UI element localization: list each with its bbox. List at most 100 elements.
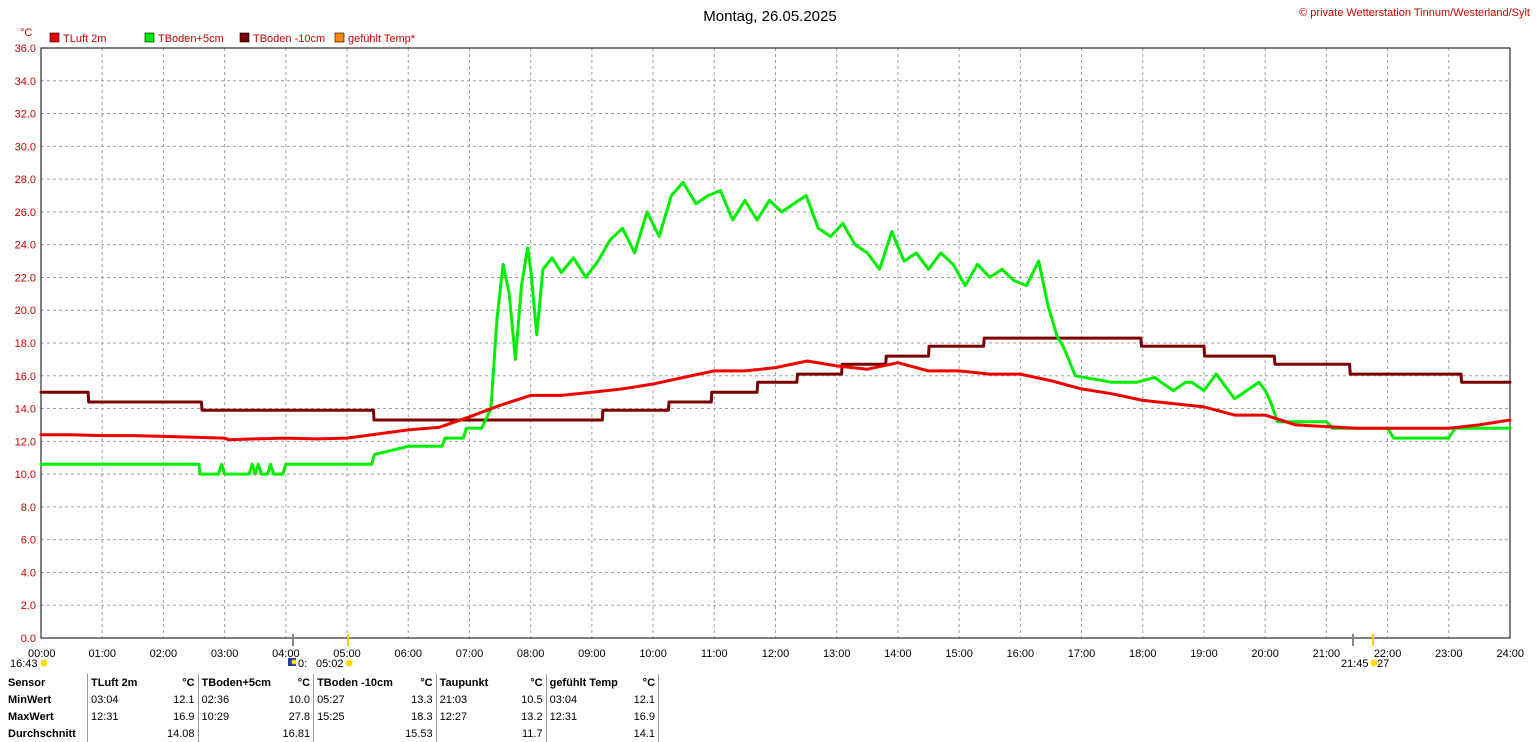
legend-swatch xyxy=(49,32,60,43)
stats-header-tboden10: TBoden -10cm xyxy=(317,676,393,689)
x-tick-label: 04:00 xyxy=(272,648,300,660)
stats-cell: 16.9 xyxy=(630,708,660,725)
x-tick-label: 14:00 xyxy=(884,648,912,660)
stats-cell: 12.1 xyxy=(630,691,660,708)
stats-cell: 16.9 xyxy=(164,708,199,725)
moon-time-fragment: 0: xyxy=(298,658,307,670)
x-tick-label: 10:00 xyxy=(639,648,667,660)
series-line-1 xyxy=(39,180,1512,476)
x-tick-label: 15:00 xyxy=(945,648,973,660)
grid xyxy=(41,48,1510,638)
y-tick-label: 12.0 xyxy=(15,436,36,448)
stats-cell: 03:04 xyxy=(549,693,578,706)
legend-label: TLuft 2m xyxy=(63,33,106,45)
stats-cell: 12:31 xyxy=(549,710,578,723)
sun-events: 16:43 0: 05:02 21:45 27 xyxy=(10,634,1389,670)
stats-row-label: MaxWert xyxy=(5,708,88,725)
x-tick-label: 00:00 xyxy=(28,648,56,660)
y-tick-label: 22.0 xyxy=(15,272,36,284)
legend-label: TBoden+5cm xyxy=(158,33,224,45)
series-lines xyxy=(39,180,1512,476)
stats-header-unit: °C xyxy=(402,674,437,691)
y-tick-label: 6.0 xyxy=(21,535,36,547)
y-tick-label: 4.0 xyxy=(21,567,36,579)
x-tick-label: 03:00 xyxy=(211,648,239,660)
x-tick-label: 17:00 xyxy=(1068,648,1096,660)
y-tick-label: 20.0 xyxy=(15,305,36,317)
copyright-text: © private Wetterstation Tinnum/Westerlan… xyxy=(1299,7,1530,19)
legend-swatch xyxy=(239,32,250,43)
stats-row-max: MaxWert 12:31 16.9 10:29 27.8 15:25 18.3… xyxy=(5,708,660,725)
stats-cell xyxy=(314,725,403,742)
stats-cell: 02:36 xyxy=(201,693,230,706)
x-tick-label: 02:00 xyxy=(150,648,178,660)
stats-cell: 03:04 xyxy=(91,693,119,706)
x-tick-label: 20:00 xyxy=(1251,648,1279,660)
stats-cell xyxy=(198,725,280,742)
stats-cell: 27.8 xyxy=(279,708,315,725)
x-tick-label: 05:00 xyxy=(333,648,361,660)
statistics-table: Sensor TLuft 2m °C TBoden+5cm °C TBoden … xyxy=(5,674,660,742)
y-tick-label: 32.0 xyxy=(15,109,36,121)
chart-title: Montag, 26.05.2025 xyxy=(703,8,836,25)
stats-cell: 10:29 xyxy=(201,710,230,723)
stats-cell xyxy=(436,725,518,742)
stats-header-unit: °C xyxy=(517,674,547,691)
y-tick-label: 36.0 xyxy=(15,43,36,55)
sunrise-left-time: 16:43 xyxy=(10,658,38,670)
stats-cell: 15.53 xyxy=(402,725,437,742)
x-tick-label: 12:00 xyxy=(762,648,790,660)
stats-cell: 13.3 xyxy=(402,691,437,708)
y-tick-label: 34.0 xyxy=(15,76,36,88)
series-line-0 xyxy=(39,359,1512,442)
legend-swatch xyxy=(144,32,155,43)
stats-cell: 18.3 xyxy=(402,708,437,725)
y-tick-label: 14.0 xyxy=(15,404,36,416)
stats-cell xyxy=(546,725,631,742)
stats-row-min: MinWert 03:04 12.1 02:36 10.0 05:27 13.3… xyxy=(5,691,660,708)
x-tick-label: 22:00 xyxy=(1374,648,1402,660)
y-tick-label: 10.0 xyxy=(15,469,36,481)
stats-header-row: Sensor TLuft 2m °C TBoden+5cm °C TBoden … xyxy=(5,674,660,691)
moon-sun-icon xyxy=(291,659,297,665)
sunrise-sun-icon xyxy=(345,659,353,667)
legend: TLuft 2m TBoden+5cm TBoden -10cm gefühlt Te… xyxy=(49,32,416,45)
x-tick-label: 09:00 xyxy=(578,648,606,660)
y-tick-label: 28.0 xyxy=(15,174,36,186)
x-tick-label: 06:00 xyxy=(394,648,422,660)
sunset-time: 21:45 xyxy=(1341,658,1369,670)
stats-cell: 10.0 xyxy=(279,691,315,708)
x-tick-label: 21:00 xyxy=(1313,648,1341,660)
plot-frame xyxy=(40,47,1511,639)
sunset-time-fragment: 27 xyxy=(1377,658,1389,670)
x-tick-label: 13:00 xyxy=(823,648,851,660)
stats-row-label: MinWert xyxy=(5,691,88,708)
x-tick-label: 08:00 xyxy=(517,648,545,660)
stats-cell: 12:27 xyxy=(439,710,468,723)
stats-header-tboden5: TBoden+5cm xyxy=(201,676,271,689)
stats-header-tluft: TLuft 2m xyxy=(91,676,138,689)
temperature-chart: Montag, 26.05.2025 © private Wetterstati… xyxy=(10,7,1530,670)
y-tick-label: 30.0 xyxy=(15,141,36,153)
stats-cell: 14.08 xyxy=(164,725,199,742)
stats-row-avg: Durchschnitt 14.08 16.81 15.53 11.7 14.1 xyxy=(5,725,660,742)
stats-cell: 15:25 xyxy=(317,710,345,723)
x-tick-label: 24:00 xyxy=(1496,648,1524,660)
x-tick-label: 01:00 xyxy=(88,648,116,660)
stats-cell: 05:27 xyxy=(317,693,345,706)
legend-label: TBoden -10cm xyxy=(253,33,325,45)
y-tick-label: 0.0 xyxy=(21,633,36,645)
y-tick-label: 8.0 xyxy=(21,502,36,514)
stats-header-taupunkt: Taupunkt xyxy=(439,676,489,689)
x-tick-label: 11:00 xyxy=(701,648,728,660)
y-tick-label: 18.0 xyxy=(15,338,36,350)
stats-header-sensor: Sensor xyxy=(5,674,88,691)
stats-cell: 21:03 xyxy=(439,693,468,706)
stats-cell: 12.1 xyxy=(164,691,199,708)
y-axis-unit: °C xyxy=(20,27,32,39)
stats-cell: 10.5 xyxy=(517,691,547,708)
stats-header-unit: °C xyxy=(630,674,660,691)
x-tick-label: 18:00 xyxy=(1129,648,1157,660)
stats-cell: 14.1 xyxy=(630,725,660,742)
stats-cell: 12:31 xyxy=(91,710,119,723)
